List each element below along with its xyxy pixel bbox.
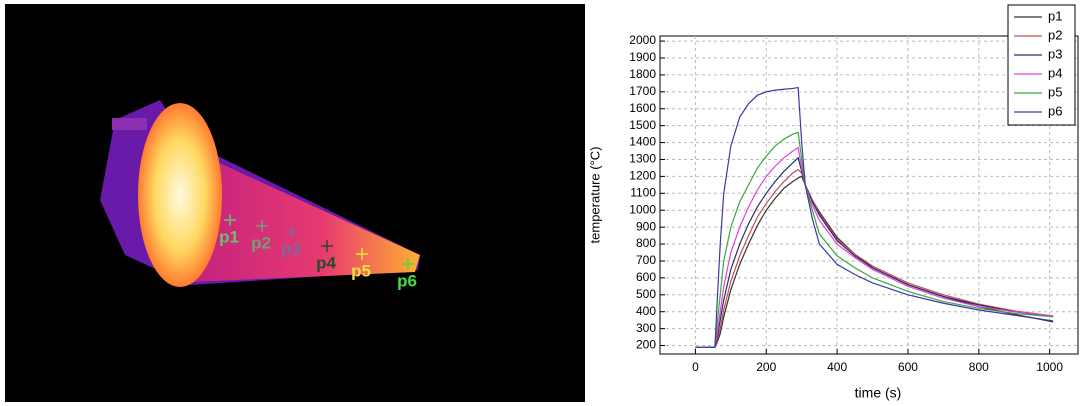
y-tick-label: 600 (636, 270, 656, 284)
marker-cross (224, 214, 236, 226)
y-tick-label: 900 (636, 219, 656, 233)
x-tick-label: 200 (756, 360, 776, 374)
series-line (695, 146, 1054, 348)
marker-cross (256, 220, 268, 232)
y-tick-label: 1800 (629, 67, 656, 81)
y-tick-label: 400 (636, 304, 656, 318)
legend-label: p6 (1048, 103, 1062, 118)
series-line (695, 175, 1054, 348)
y-tick-label: 1300 (629, 152, 656, 166)
legend-label: p2 (1048, 27, 1062, 42)
y-tick-label: 2000 (629, 33, 656, 47)
point-label: p5 (351, 261, 371, 280)
marker-cross (321, 240, 333, 252)
y-tick-label: 1100 (630, 185, 656, 199)
x-tick-label: 800 (969, 360, 989, 374)
plot-frame (659, 35, 1079, 355)
x-tick-label: 1000 (1036, 360, 1063, 374)
point-label: p1 (219, 227, 239, 246)
legend-label: p1 (1048, 8, 1062, 23)
series-line (695, 86, 1054, 348)
legend-box (1007, 4, 1076, 126)
thermal-image (5, 4, 585, 402)
series-line (695, 131, 1054, 348)
legend-label: p5 (1048, 84, 1062, 99)
y-axis-label: temperature (°C) (587, 147, 602, 244)
cone-body (180, 145, 420, 282)
x-axis-label: time (s) (855, 385, 902, 401)
point-label: p4 (316, 253, 336, 272)
y-tick-label: 1500 (629, 118, 656, 132)
legend-label: p4 (1048, 65, 1062, 80)
y-tick-label: 1400 (629, 135, 656, 149)
y-tick-label: 1700 (629, 84, 656, 98)
series-line (695, 168, 1054, 348)
line-chart: time (s) temperature (°C) 200 300 400 500 60… (587, 4, 1079, 401)
handle (112, 118, 147, 130)
point-label: p6 (397, 271, 417, 290)
y-tick-label: 1900 (629, 50, 656, 64)
image-labels: p1 p2 p3 p4 p5 p6 (219, 214, 417, 290)
hot-rim (138, 103, 222, 287)
y-tick-label: 200 (636, 338, 656, 352)
marker-cross (402, 258, 414, 270)
x-tick-label: 0 (692, 360, 699, 374)
marker-cross (286, 226, 298, 238)
x-tick-label: 600 (898, 360, 918, 374)
y-tick-label: 1600 (629, 101, 656, 115)
marker-cross (356, 248, 368, 260)
y-tick-label: 700 (636, 253, 656, 267)
series-line (695, 156, 1054, 348)
y-tick-label: 1000 (629, 202, 656, 216)
x-tick-label: 400 (827, 360, 847, 374)
y-tick-label: 500 (636, 287, 656, 301)
y-tick-label: 300 (636, 321, 656, 335)
y-tick-label: 1200 (629, 169, 656, 183)
y-tick-label: 800 (636, 236, 656, 250)
legend-label: p3 (1048, 46, 1062, 61)
point-label: p3 (281, 239, 301, 258)
point-label: p2 (251, 233, 271, 252)
